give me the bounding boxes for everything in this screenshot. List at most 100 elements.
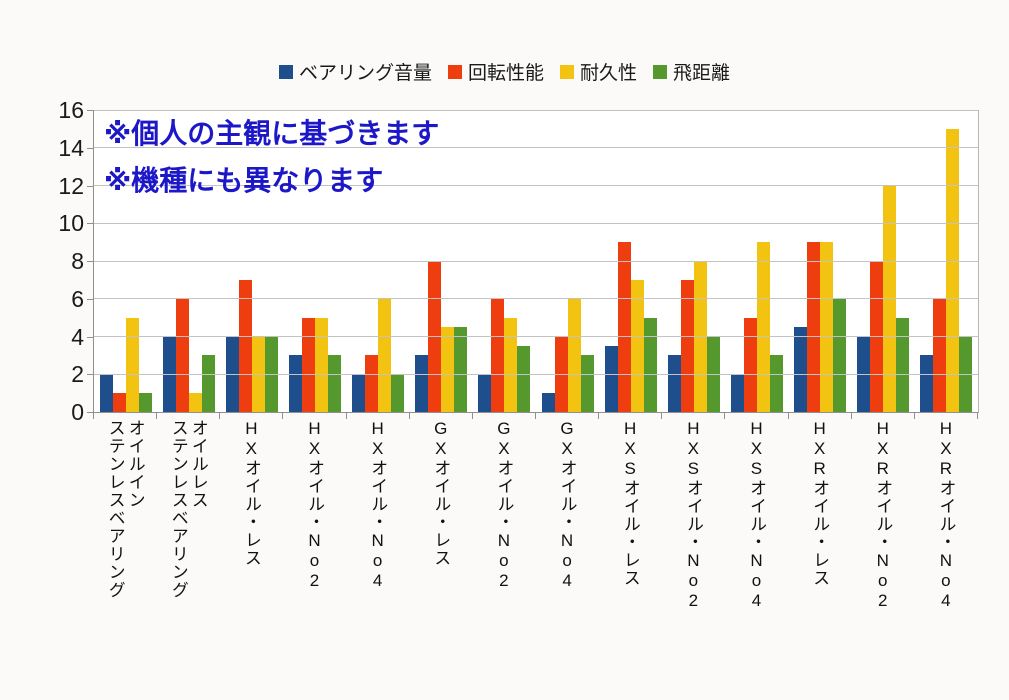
legend-label: 飛距離 xyxy=(673,63,731,84)
y-axis-label: 2 xyxy=(71,361,84,388)
bar xyxy=(933,298,947,412)
bar xyxy=(541,393,555,412)
legend-label: ベアリング音量 xyxy=(298,63,432,84)
annotation-line-2: ※機種にも異なります xyxy=(104,165,384,196)
y-axis-tick xyxy=(87,412,93,413)
x-axis-tick xyxy=(787,413,789,419)
x-axis-label: HXオイル・No2 xyxy=(304,419,324,591)
chart-annotation: ※個人の主観に基づきます ※機種にも異なります xyxy=(104,110,439,204)
x-axis-tick xyxy=(598,413,600,419)
bar xyxy=(441,327,455,412)
x-axis-label: HXRオイル・No2 xyxy=(873,419,893,611)
x-axis-tick xyxy=(93,413,94,419)
gridline xyxy=(94,185,978,186)
legend-swatch-icon xyxy=(447,64,462,79)
y-axis-tick xyxy=(87,261,93,262)
x-label-cell: オイルイン ステンレスベアリング xyxy=(93,419,156,694)
x-label-cell: HXRオイル・No4 xyxy=(914,419,977,694)
x-axis-tick xyxy=(661,413,663,419)
bar-group xyxy=(283,110,346,412)
x-label-cell: GXオイル・No4 xyxy=(535,419,598,694)
legend-item: 飛距離 xyxy=(653,58,730,85)
y-axis-tick xyxy=(87,374,93,376)
x-label-cell: HXオイル・レス xyxy=(219,419,282,694)
gridline xyxy=(94,373,978,375)
gridline xyxy=(94,222,978,224)
legend-item: ベアリング音量 xyxy=(278,58,432,85)
bar xyxy=(920,355,934,412)
bar xyxy=(667,355,681,412)
bar xyxy=(946,128,960,412)
x-axis-label: GXオイル・No2 xyxy=(494,419,514,591)
gridline xyxy=(94,336,978,337)
x-axis-tick xyxy=(282,413,284,419)
bar xyxy=(415,355,429,412)
bar xyxy=(517,345,531,412)
legend-label: 回転性能 xyxy=(467,63,544,84)
bar xyxy=(327,355,341,412)
legend-swatch-icon xyxy=(278,64,293,79)
x-axis-label: HXオイル・No4 xyxy=(368,419,388,591)
bar xyxy=(580,355,594,412)
x-axis-label: HXSオイル・レス xyxy=(620,419,640,587)
x-axis-labels: オイルイン ステンレスベアリング オイルレス ステンレスベアリング HXオイル・レス… xyxy=(93,419,977,694)
bar-group xyxy=(347,110,410,412)
bar xyxy=(567,298,581,412)
x-axis-label: HXSオイル・No2 xyxy=(683,419,703,611)
bar xyxy=(391,374,405,412)
bar xyxy=(112,393,126,412)
x-axis-tick xyxy=(408,413,410,419)
x-axis-label: HXSオイル・No4 xyxy=(746,419,766,611)
y-axis-label: 8 xyxy=(71,248,84,274)
bar xyxy=(378,298,392,412)
x-axis-label: オイルレス ステンレスベアリング xyxy=(168,419,208,599)
bar xyxy=(491,298,505,412)
bar xyxy=(288,355,302,412)
gridline xyxy=(94,109,978,111)
y-axis-label: 0 xyxy=(71,399,84,425)
bar xyxy=(188,393,202,412)
bar xyxy=(352,374,366,412)
bar xyxy=(604,345,618,412)
x-axis-tick xyxy=(345,413,347,419)
bar xyxy=(833,298,847,412)
bar xyxy=(365,355,379,412)
y-axis-tick xyxy=(87,223,93,225)
legend-item: 回転性能 xyxy=(447,58,544,85)
x-axis-label: HXオイル・レス xyxy=(241,419,261,567)
bar xyxy=(314,317,328,412)
x-label-cell: HXRオイル・レス xyxy=(788,419,851,694)
x-axis-label: GXオイル・No4 xyxy=(557,419,577,591)
bar xyxy=(454,327,468,412)
chart-legend: ベアリング音量 回転性能 耐久性 飛距離 xyxy=(0,58,1009,85)
bar xyxy=(238,279,252,412)
bar xyxy=(643,317,657,412)
legend-swatch-icon xyxy=(653,64,668,79)
y-axis-tick xyxy=(87,298,93,300)
y-axis-label: 12 xyxy=(58,172,84,199)
x-axis-label: HXRオイル・No4 xyxy=(936,419,956,611)
x-label-cell: HXRオイル・No2 xyxy=(851,419,914,694)
bar xyxy=(630,279,644,412)
x-label-cell: HXオイル・No2 xyxy=(282,419,345,694)
x-label-cell: オイルレス ステンレスベアリング xyxy=(156,419,219,694)
legend-item: 耐久性 xyxy=(560,58,637,85)
x-label-cell: HXオイル・No4 xyxy=(346,419,409,694)
bar-group xyxy=(725,110,788,412)
bar-group xyxy=(599,110,662,412)
plot-area: ※個人の主観に基づきます ※機種にも異なります xyxy=(93,109,979,413)
bar xyxy=(301,317,315,412)
legend-swatch-icon xyxy=(560,64,574,79)
bar-group xyxy=(94,110,157,412)
bar xyxy=(743,317,757,412)
legend-label: 耐久性 xyxy=(580,63,638,84)
y-axis-tick xyxy=(87,147,93,149)
annotation-line-1: ※個人の主観に基づきます xyxy=(104,118,440,149)
x-axis-label: HXRオイル・レス xyxy=(810,419,830,587)
x-axis-tick xyxy=(156,413,158,419)
bar xyxy=(504,317,518,412)
y-axis-label: 6 xyxy=(71,285,84,312)
bar xyxy=(730,374,744,412)
bar xyxy=(99,374,113,412)
x-axis-tick xyxy=(219,413,221,419)
